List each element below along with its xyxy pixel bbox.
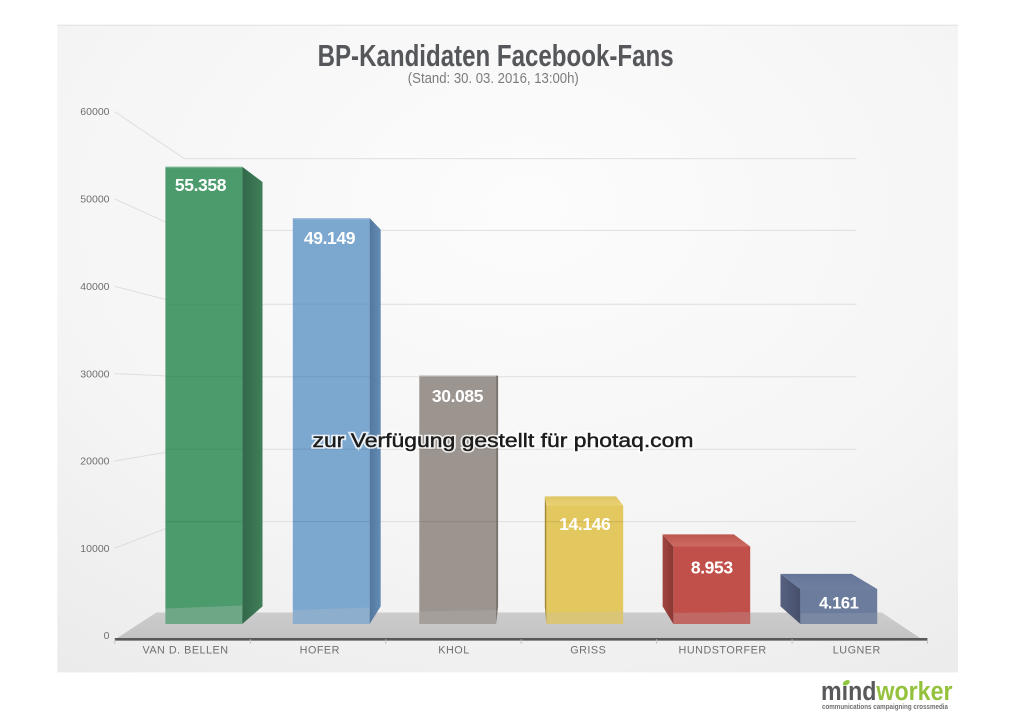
svg-text:50000: 50000 (80, 194, 109, 206)
svg-text:55.358: 55.358 (175, 175, 227, 195)
svg-text:zur Verfügung gestellt für pho: zur Verfügung gestellt für photaq.com (313, 430, 694, 452)
svg-text:10000: 10000 (80, 543, 109, 555)
svg-text:30000: 30000 (80, 368, 109, 380)
svg-text:GRISS: GRISS (570, 645, 606, 657)
svg-text:8.953: 8.953 (691, 557, 733, 577)
svg-text:HUNDSTORFER: HUNDSTORFER (679, 645, 767, 657)
svg-text:LUGNER: LUGNER (833, 645, 881, 657)
svg-text:40000: 40000 (80, 281, 109, 293)
svg-text:KHOL: KHOL (438, 645, 469, 657)
svg-text:HOFER: HOFER (300, 645, 340, 657)
svg-text:communications campaigning cro: communications campaigning crossmedia (822, 702, 949, 711)
svg-text:14.146: 14.146 (559, 514, 611, 534)
svg-text:20000: 20000 (80, 456, 109, 468)
svg-text:0: 0 (104, 630, 110, 642)
svg-text:49.149: 49.149 (304, 228, 356, 248)
svg-text:VAN D. BELLEN: VAN D. BELLEN (142, 645, 228, 657)
svg-text:30.085: 30.085 (432, 386, 484, 406)
svg-text:mındworker: mındworker (821, 678, 953, 706)
svg-text:4.161: 4.161 (819, 594, 859, 612)
svg-text:zur Verfügung gestellt für pho: zur Verfügung gestellt für photaq.com (313, 430, 694, 452)
svg-text:60000: 60000 (80, 106, 109, 118)
svg-text:(Stand: 30. 03. 2016, 13:00h): (Stand: 30. 03. 2016, 13:00h) (408, 71, 579, 87)
svg-text:BP-Kandidaten Facebook-Fans: BP-Kandidaten Facebook-Fans (318, 38, 674, 73)
